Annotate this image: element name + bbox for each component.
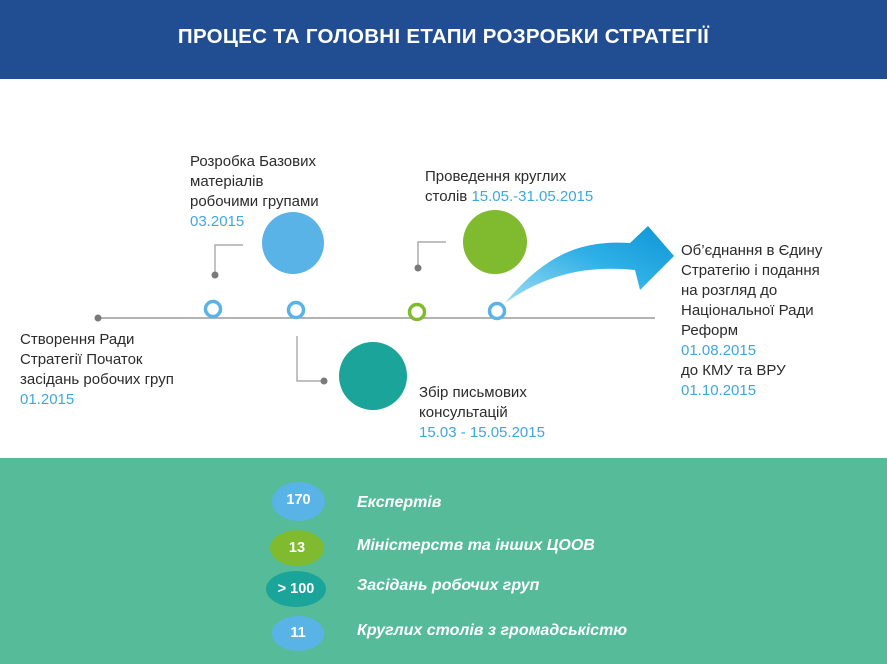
- stage-line: Стратегію і подання: [681, 262, 820, 279]
- stat-badge-ministries: 13: [270, 530, 324, 566]
- stage-line: Реформ: [681, 322, 739, 339]
- stage-line: Розробка Базових: [190, 153, 316, 170]
- stage-line: до КМУ та ВРУ: [681, 362, 786, 379]
- stage-line-with-date: столів 15.05.-31.05.2015: [425, 187, 593, 207]
- stage-date: 01.2015: [20, 391, 75, 408]
- stat-value: 11: [290, 625, 306, 641]
- stat-badge-roundtables: 11: [272, 616, 324, 651]
- stage-circle-roundtables: [463, 210, 527, 274]
- leader-line-s4: [417, 241, 446, 268]
- stat-value: > 100: [277, 581, 315, 597]
- stage-date: 15.03 - 15.05.2015: [419, 424, 545, 441]
- stage-date: 03.2015: [190, 213, 245, 230]
- stat-value: 13: [288, 540, 306, 556]
- timeline-marker-2: [286, 300, 306, 320]
- stage-line: Стратегії Початок: [20, 351, 143, 368]
- stats-panel: [0, 458, 887, 664]
- stage-line: консультацій: [419, 404, 508, 421]
- stage-line: матеріалів: [190, 173, 264, 190]
- timeline-start-dot: [94, 314, 102, 322]
- timeline-marker-3: [407, 302, 427, 322]
- stat-label-experts: Експертів: [357, 494, 442, 511]
- stage-round-tables: Проведення круглих столів 15.05.-31.05.2…: [425, 167, 593, 207]
- stage-line: Проведення круглих: [425, 168, 567, 185]
- stage-line: Національної Ради: [681, 302, 814, 319]
- leader-dot-s4: [414, 264, 422, 272]
- stage-line: Об’єднання в Єдину: [681, 242, 823, 259]
- stage-line: робочими групами: [190, 193, 319, 210]
- stage-date: 01.10.2015: [681, 382, 757, 399]
- stage-circle-consultations: [339, 342, 407, 410]
- stage-base-materials: Розробка Базових матеріалів робочими гру…: [190, 152, 319, 232]
- leader-dot-s2: [211, 271, 219, 279]
- stage-council-creation: Створення Ради Стратегії Початок засідан…: [20, 330, 174, 410]
- page-title: ПРОЦЕС ТА ГОЛОВНІ ЕТАПИ РОЗРОБКИ СТРАТЕГ…: [177, 25, 710, 48]
- stat-value: 170: [286, 492, 311, 508]
- stage-written-consultations: Збір письмових консультацій 15.03 - 15.0…: [419, 383, 545, 443]
- stage-line: засідань робочих груп: [20, 371, 174, 388]
- curved-arrow-icon: [505, 226, 674, 303]
- stat-label-roundtables: Круглих столів з громадськістю: [357, 622, 628, 639]
- stat-label-ministries: Міністерств та інших ЦООВ: [357, 537, 595, 554]
- leader-line-s2: [214, 244, 243, 275]
- timeline-marker-4: [487, 301, 507, 321]
- stat-badge-meetings: > 100: [266, 571, 326, 607]
- stat-label-meetings: Засідань робочих груп: [357, 577, 540, 594]
- stage-unified-strategy: Об’єднання в Єдину Стратегію і подання н…: [681, 241, 822, 401]
- stage-line: Створення Ради: [20, 331, 135, 348]
- stage-date: 01.08.2015: [681, 342, 757, 359]
- stage-line: столів: [425, 188, 468, 205]
- stage-line: Збір письмових: [419, 384, 527, 401]
- timeline-marker-1: [203, 299, 223, 319]
- stage-date: 15.05.-31.05.2015: [471, 188, 594, 205]
- leader-dot-s3: [320, 377, 328, 385]
- stage-circle-materials: [262, 212, 324, 274]
- timeline-diagram: [94, 210, 674, 410]
- stat-badge-experts: 170: [272, 482, 325, 521]
- header-bar: ПРОЦЕС ТА ГОЛОВНІ ЕТАПИ РОЗРОБКИ СТРАТЕГ…: [0, 0, 887, 79]
- stage-line: на розгляд до: [681, 282, 778, 299]
- leader-line-s3: [296, 336, 324, 382]
